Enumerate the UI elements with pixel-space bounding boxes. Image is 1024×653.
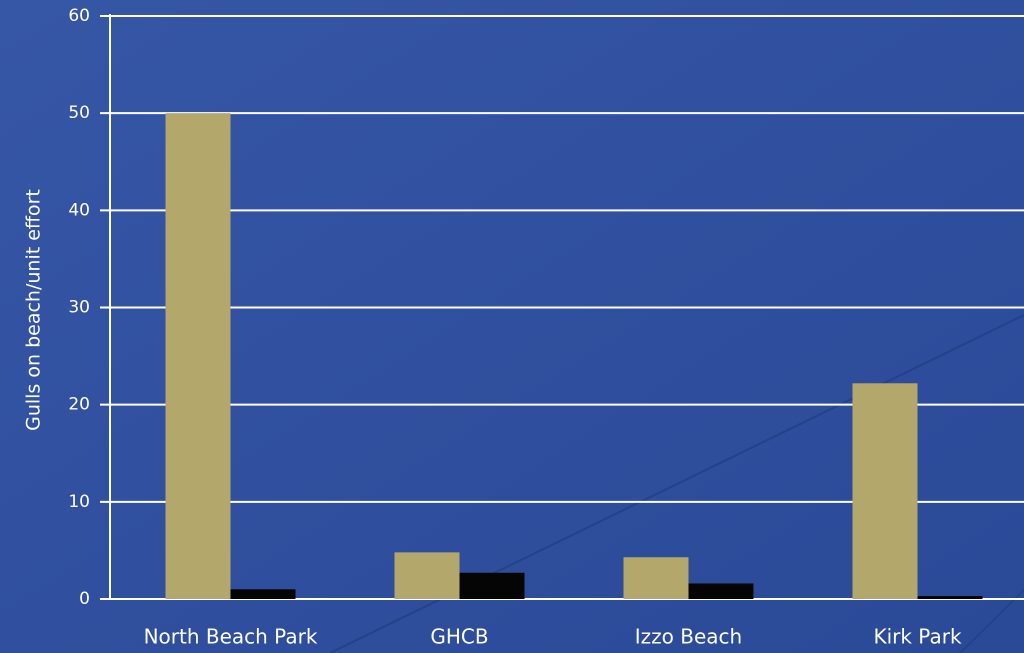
y-tick-label: 10 bbox=[68, 492, 90, 512]
x-tick-label: North Beach Park bbox=[144, 625, 318, 649]
bar bbox=[459, 572, 525, 599]
x-tick-label: GHCB bbox=[430, 625, 488, 649]
bar bbox=[165, 113, 231, 600]
y-tick-label: 50 bbox=[68, 103, 90, 123]
bar bbox=[917, 596, 983, 599]
bar bbox=[852, 383, 918, 599]
bar bbox=[688, 583, 754, 599]
decor-line bbox=[959, 589, 1024, 653]
y-axis-label: Gulls on beach/unit effort bbox=[23, 189, 45, 431]
bar bbox=[230, 589, 296, 599]
bar bbox=[394, 552, 460, 599]
y-tick-label: 20 bbox=[68, 395, 90, 415]
y-tick-label: 30 bbox=[68, 298, 90, 318]
bar bbox=[623, 557, 689, 599]
x-tick-label: Izzo Beach bbox=[635, 625, 742, 649]
y-tick-label: 40 bbox=[68, 200, 90, 220]
y-tick-label: 60 bbox=[68, 6, 90, 26]
x-tick-label: Kirk Park bbox=[873, 625, 961, 649]
y-tick-label: 0 bbox=[79, 589, 90, 609]
